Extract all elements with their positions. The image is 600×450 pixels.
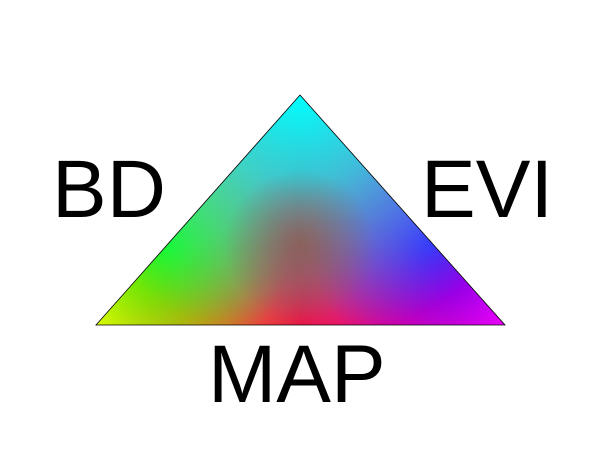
map-label: MAP: [208, 329, 386, 420]
bd-label: BD: [52, 144, 166, 235]
evi-label: EVI: [421, 144, 554, 235]
triangle-outline: [95, 94, 506, 326]
